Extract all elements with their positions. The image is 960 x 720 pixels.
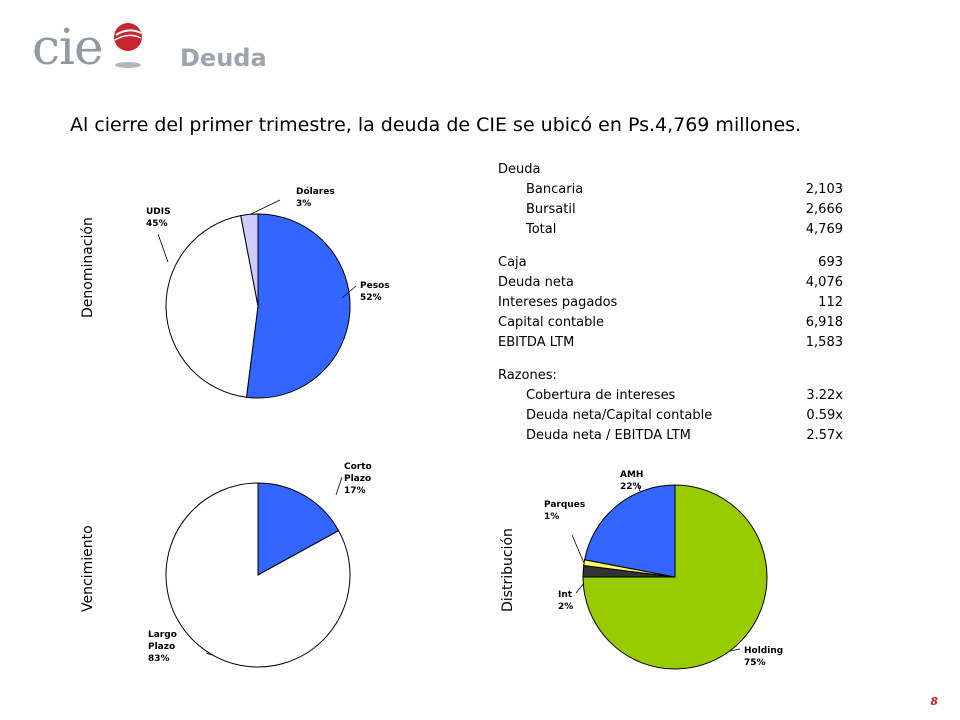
table-row: EBITDA LTM 1,583 [498, 333, 843, 353]
section-title: Deuda [180, 44, 267, 72]
row-label: Intereses pagados [498, 295, 618, 310]
main-rows: Caja 693 Deuda neta 4,076 Intereses pagados 1… [498, 253, 843, 353]
table-row: Caja 693 [498, 253, 843, 273]
row-value: 0.59x [806, 408, 843, 423]
row-value: 2.57x [806, 428, 843, 443]
slice-label: 83% [148, 654, 170, 664]
pie-chart-distribucion: Holding 75% Int 2% Parques 1% AMH 22% [544, 470, 783, 670]
table-row: Deuda neta / EBITDA LTM 2.57x [498, 426, 843, 446]
slice-label: Plazo [148, 642, 175, 652]
logo-text: cie [32, 18, 104, 76]
row-value: 4,769 [805, 222, 843, 237]
table-row: Bancaria 2,103 [498, 180, 843, 200]
logo-sphere-icon [114, 23, 142, 68]
row-value: 1,583 [805, 335, 843, 350]
slice-label: Corto [344, 462, 372, 472]
pie-chart-denominacion: Pesos 52% UDIS 45% Dólares 3% [146, 186, 390, 399]
table-row: Deuda neta 4,076 [498, 273, 843, 293]
row-label: Total [526, 222, 557, 237]
row-label: Cobertura de intereses [526, 388, 676, 403]
callout-line [250, 199, 281, 215]
callout-line [575, 582, 585, 594]
callout-line [205, 652, 213, 656]
slice-label: 22% [620, 482, 642, 492]
table-row: Total 4,769 [498, 220, 843, 240]
pie-slice-dólares [240, 213, 259, 307]
slice-label: 52% [360, 293, 382, 303]
slice-label: 17% [344, 486, 366, 496]
row-label: Caja [498, 255, 527, 270]
pie-slice-udis [165, 215, 259, 398]
headline: Al cierre del primer trimestre, la deuda… [70, 114, 802, 136]
row-value: 112 [818, 295, 843, 310]
callout-line [157, 233, 169, 263]
table-row: Bursatil 2,666 [498, 200, 843, 220]
cie-logo: cie [32, 18, 152, 78]
row-value: 2,666 [805, 202, 843, 217]
pie-chart-vencimiento: Corto Plazo 17% Largo Plazo 83% [148, 462, 372, 668]
callout-line [335, 476, 343, 496]
slice-label: AMH [620, 470, 643, 480]
slice-label: 3% [296, 199, 311, 209]
debt-table: Deuda Bancaria 2,103 Bursatil 2,666 Total 4,7… [498, 160, 843, 446]
slice-label: 2% [558, 602, 573, 612]
callout-line [571, 534, 585, 564]
row-value: 2,103 [805, 182, 843, 197]
row-label: Deuda neta / EBITDA LTM [526, 428, 691, 443]
slice-label: Largo [148, 630, 177, 640]
chart-title-distribucion: Distribución [500, 528, 516, 612]
slice-label: Holding [744, 646, 783, 656]
row-value: 4,076 [805, 275, 843, 290]
row-label: Deuda neta/Capital contable [526, 408, 713, 423]
table-row: Intereses pagados 112 [498, 293, 843, 313]
table-row: Capital contable 6,918 [498, 313, 843, 333]
row-label: EBITDA LTM [498, 335, 575, 350]
callout-line [729, 648, 741, 652]
pie-slice-holding [582, 484, 768, 670]
row-value: 3.22x [806, 388, 843, 403]
table-heading-row: Deuda [498, 160, 843, 180]
row-value: 6,918 [805, 315, 843, 330]
callout-line [637, 482, 641, 492]
ratio-rows: Cobertura de intereses 3.22x Deuda neta/Ca… [498, 386, 843, 446]
slice-label: 75% [744, 658, 766, 668]
pie-slice-pesos [245, 213, 351, 399]
chart-title-vencimiento: Vencimiento [80, 525, 96, 612]
row-label: Bancaria [526, 182, 584, 197]
ratios-heading: Razones: [498, 368, 557, 383]
pie-slice-amh [584, 484, 676, 578]
row-label: Deuda neta [498, 275, 574, 290]
slice-label: Dólares [296, 186, 335, 197]
slice-label: Pesos [360, 281, 390, 291]
table-row: Cobertura de intereses 3.22x [498, 386, 843, 406]
slice-label: 45% [146, 219, 168, 229]
page-number: 8 [930, 695, 938, 708]
table-row: Deuda neta/Capital contable 0.59x [498, 406, 843, 426]
row-label: Capital contable [498, 315, 604, 330]
slice-label: Int [558, 590, 573, 600]
slice-label: UDIS [146, 207, 171, 217]
ratios-heading-row: Razones: [498, 366, 843, 386]
debt-rows: Bancaria 2,103 Bursatil 2,666 Total 4,769 [498, 180, 843, 240]
table-heading: Deuda [498, 162, 541, 177]
slice-label: Parques [544, 500, 585, 510]
pie-slice-corto-plazo [257, 482, 340, 576]
slice-label: Plazo [344, 474, 371, 484]
callout-line [341, 285, 357, 299]
slice-label: 1% [544, 512, 559, 522]
pie-slice-largo-plazo [165, 482, 351, 668]
row-value: 693 [818, 255, 843, 270]
row-label: Bursatil [526, 202, 576, 217]
chart-title-denominacion: Denominación [80, 217, 96, 318]
